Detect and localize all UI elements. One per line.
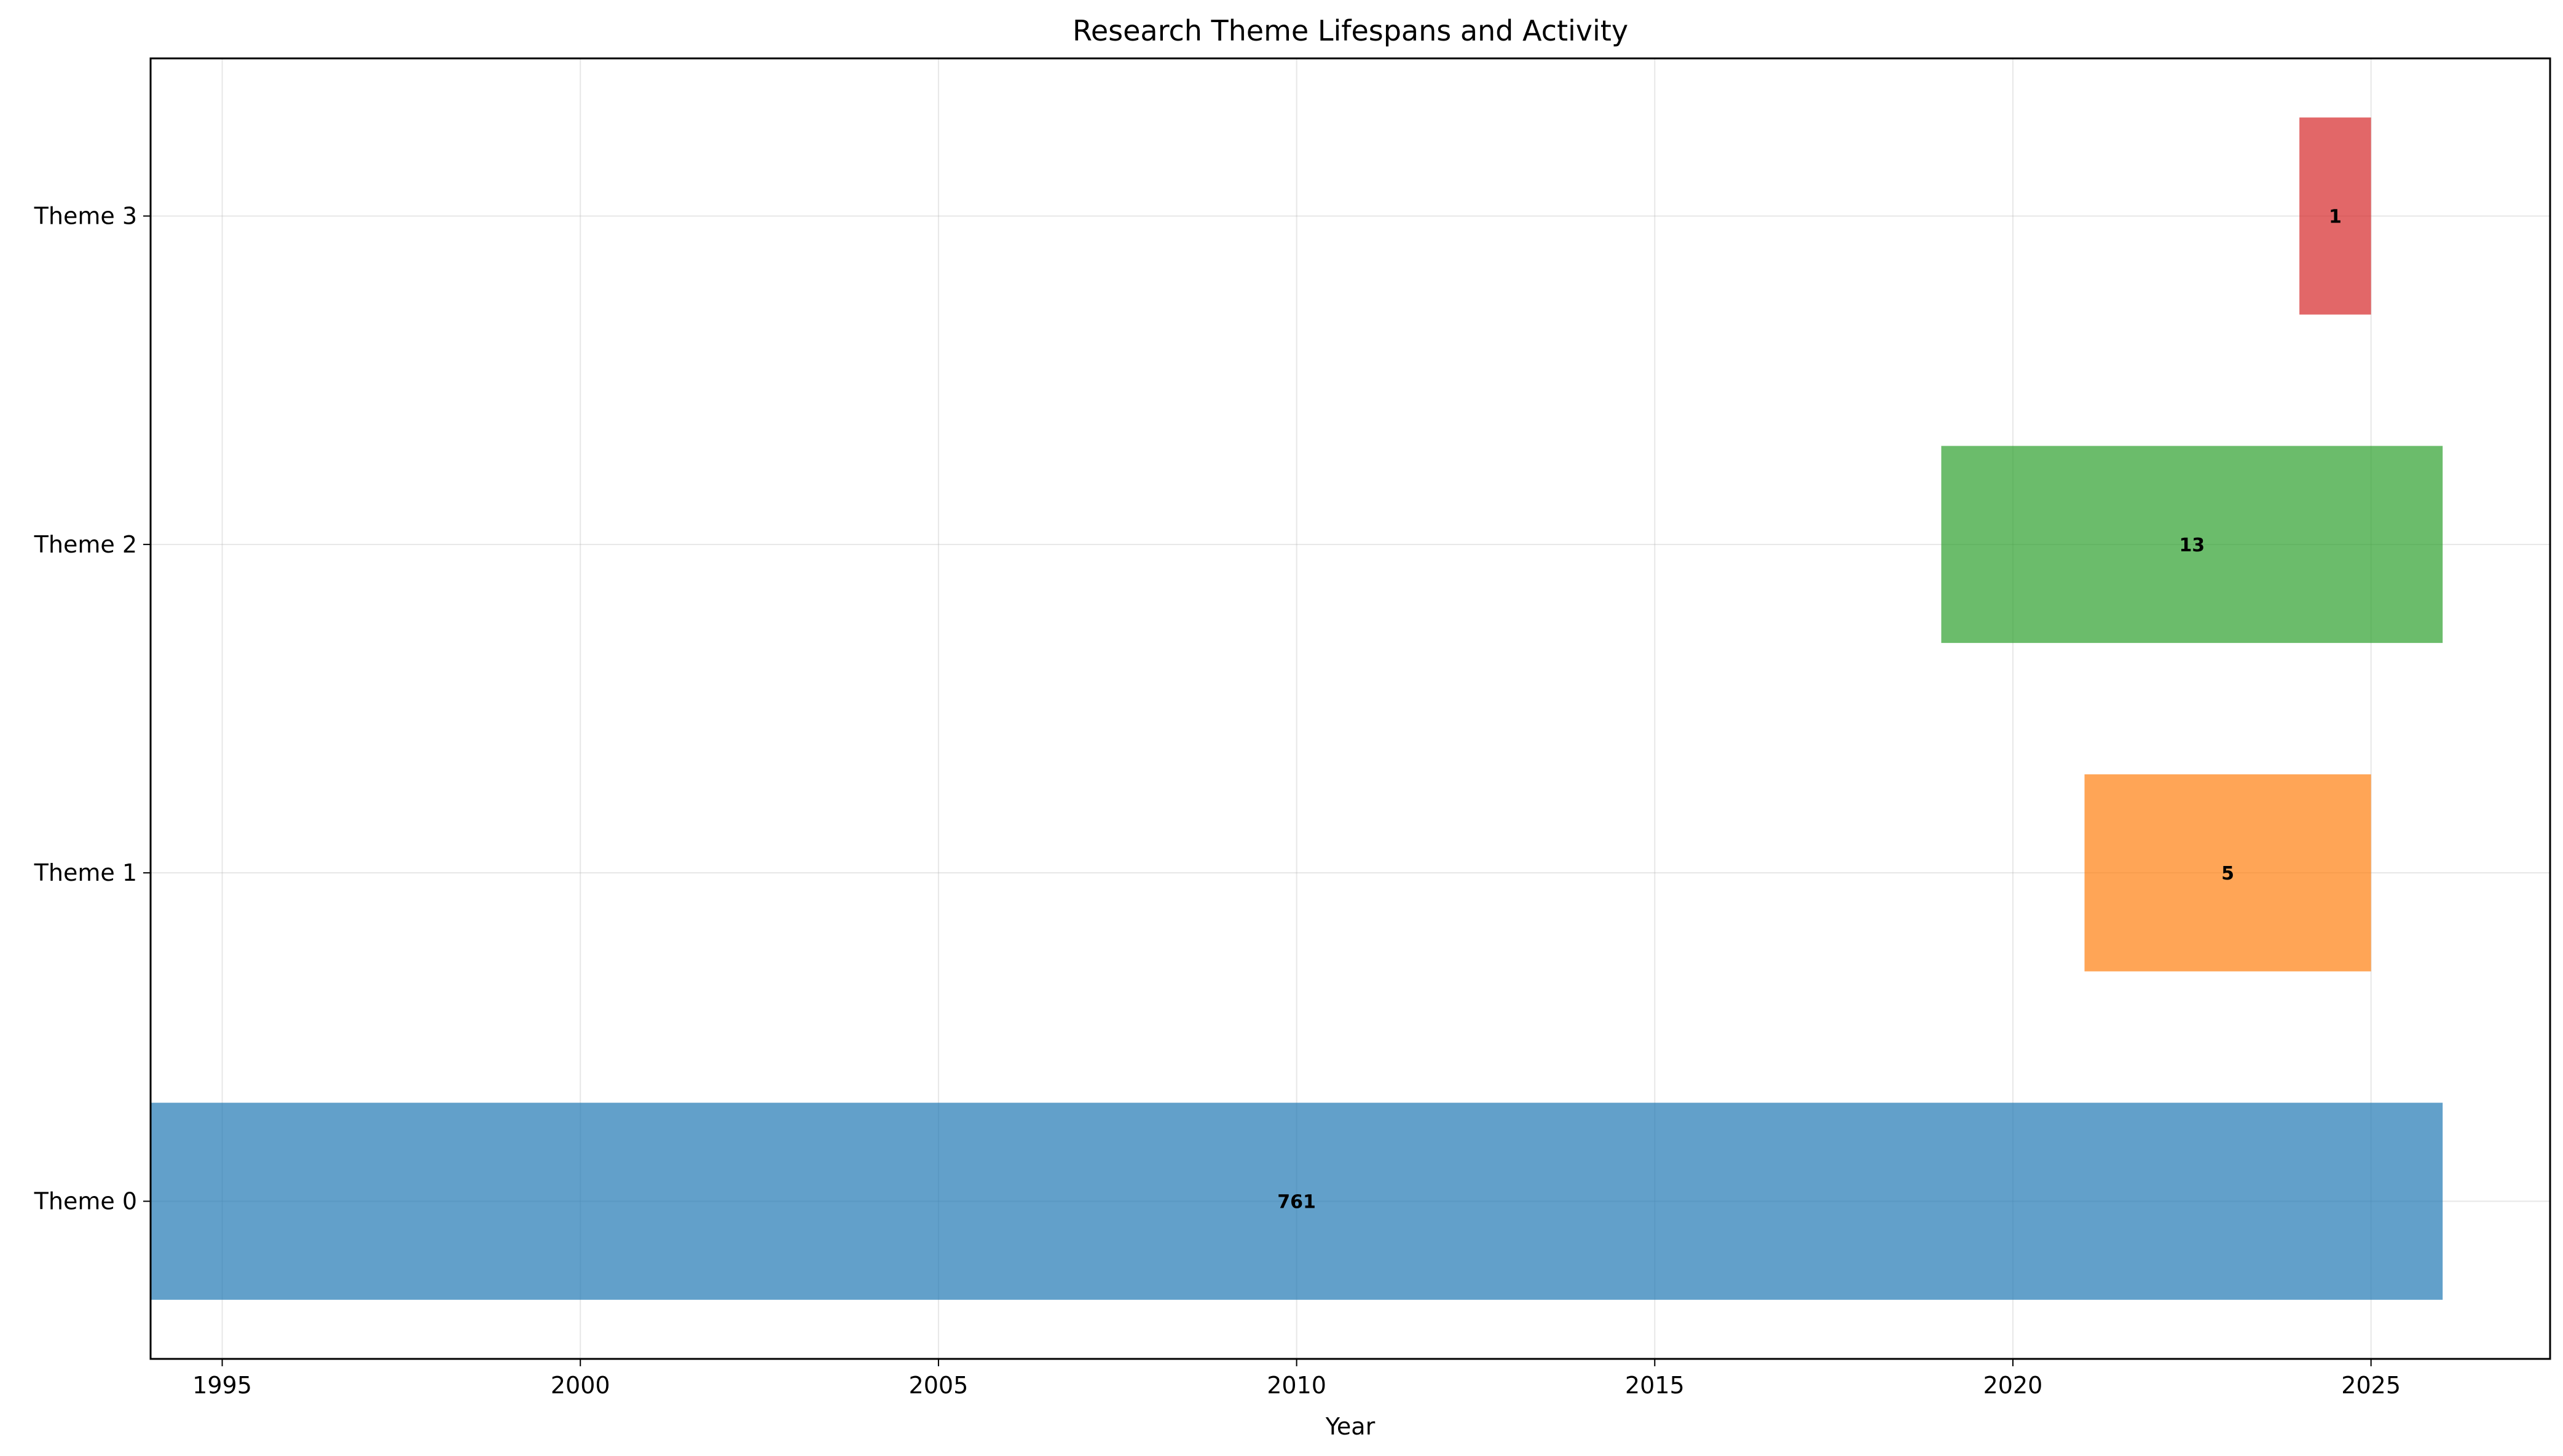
bar-theme-1: [2084, 774, 2371, 972]
y-axis: Theme 0 Theme 1 Theme 2 Theme 3: [34, 202, 151, 1215]
x-tick-label: 2005: [909, 1372, 969, 1399]
y-tick-label: Theme 0: [34, 1188, 137, 1215]
plot-area: [149, 57, 2551, 1360]
x-tick-label: 2010: [1267, 1372, 1326, 1399]
bars: [151, 117, 2443, 1300]
x-axis-label: Year: [1325, 1413, 1376, 1440]
y-tick-label: Theme 1: [34, 859, 137, 886]
x-tick-label: 2020: [1983, 1372, 2043, 1399]
bar-theme-3: [2299, 117, 2371, 315]
x-tick-label: 2000: [551, 1372, 610, 1399]
x-tick-label: 2025: [2341, 1372, 2401, 1399]
x-tick-label: 2015: [1625, 1372, 1685, 1399]
bar-theme-2: [1941, 446, 2443, 643]
bar-value-label: 761: [1277, 1192, 1316, 1213]
y-tick-label: Theme 2: [34, 531, 137, 558]
x-axis: 1995 2000 2005 2010 2015 2020 2025: [192, 1359, 2401, 1399]
bar-theme-0: [151, 1103, 2443, 1300]
chart-title: Research Theme Lifespans and Activity: [1073, 14, 1628, 47]
y-tick-label: Theme 3: [34, 202, 137, 229]
x-tick-label: 1995: [192, 1372, 252, 1399]
bar-value-label: 1: [2329, 206, 2342, 227]
bar-value-label: 13: [2179, 535, 2205, 556]
bar-value-label: 5: [2221, 863, 2234, 884]
data-labels: 761 5 13 1: [1277, 206, 2342, 1213]
